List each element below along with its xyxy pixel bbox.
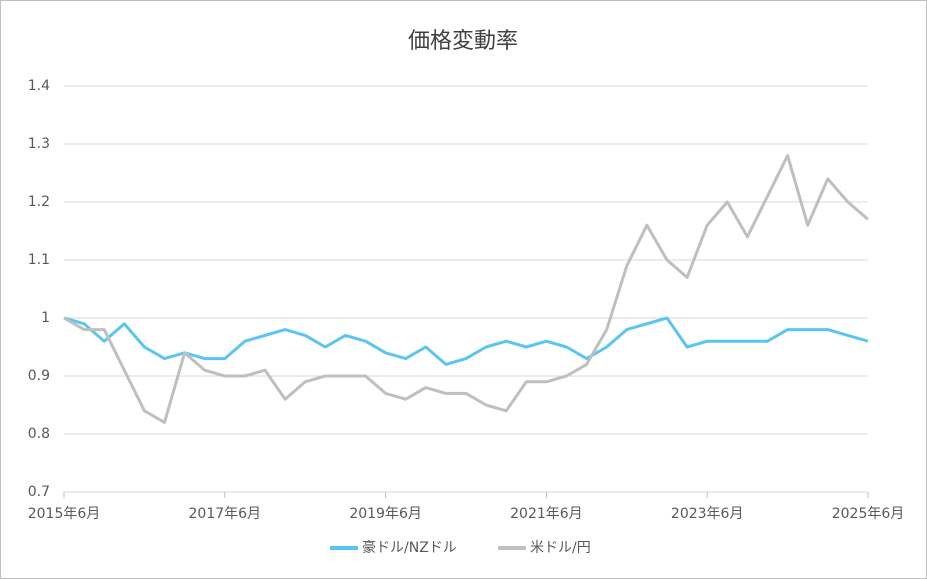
legend-label: 豪ドル/NZドル — [362, 540, 457, 556]
y-tick-label: 1.4 — [28, 78, 50, 94]
x-tick-label: 2017年6月 — [189, 506, 262, 522]
y-tick-label: 1.3 — [28, 136, 50, 152]
y-tick-label: 0.7 — [28, 484, 50, 500]
line-series — [63, 316, 869, 366]
y-tick-label: 0.9 — [28, 368, 50, 384]
x-tick-label: 2023年6月 — [671, 506, 744, 522]
chart-title: 価格変動率 — [408, 29, 518, 54]
legend-label: 米ドル/円 — [530, 540, 591, 556]
x-tick-label: 2021年6月 — [510, 506, 583, 522]
line-series — [63, 154, 869, 424]
x-tick-label: 2019年6月 — [349, 506, 422, 522]
x-tick-label: 2015年6月 — [28, 506, 101, 522]
y-tick-label: 1.2 — [28, 194, 50, 210]
y-tick-label: 1 — [41, 310, 50, 326]
y-tick-label: 1.1 — [28, 252, 50, 268]
x-tick-label: 2025年6月 — [832, 506, 905, 522]
y-tick-label: 0.8 — [28, 426, 50, 442]
